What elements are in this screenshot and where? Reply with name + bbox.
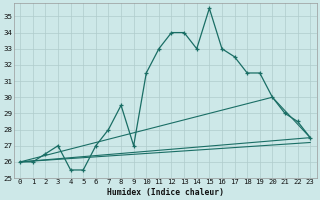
X-axis label: Humidex (Indice chaleur): Humidex (Indice chaleur) — [107, 188, 224, 197]
